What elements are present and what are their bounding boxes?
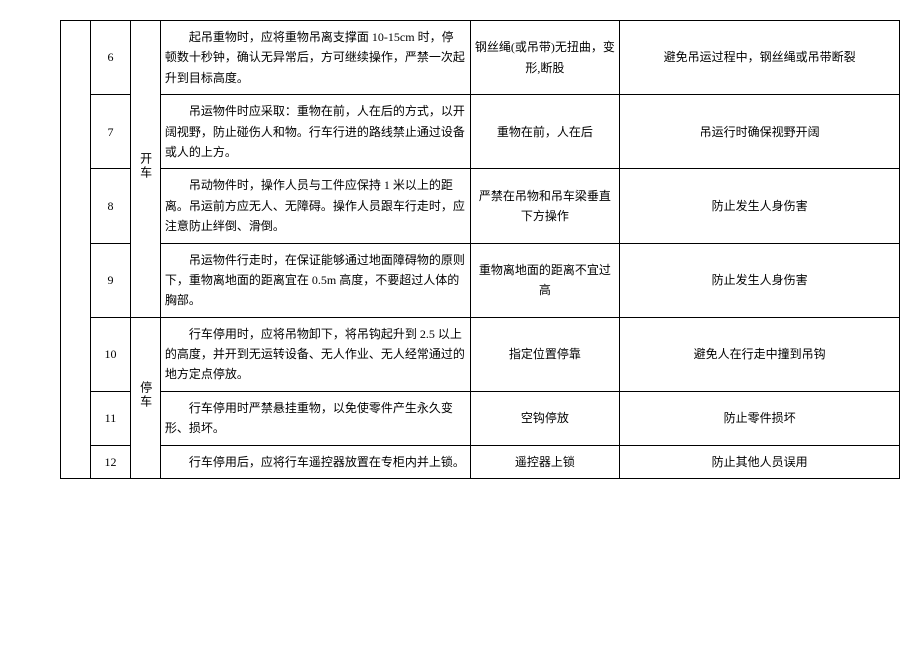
blank-column bbox=[61, 21, 91, 479]
row-number: 12 bbox=[90, 445, 130, 478]
description-text: 吊运物件行走时，在保证能够通过地面障碍物的原则下，重物离地面的距离宜在 0.5m… bbox=[165, 250, 466, 311]
reason-cell: 避免人在行走中撞到吊钩 bbox=[620, 317, 900, 391]
description-text: 行车停用时，应将吊物卸下，将吊钩起升到 2.5 以上的高度，并开到无运转设备、无… bbox=[165, 324, 466, 385]
key-point-cell: 钢丝绳(或吊带)无扭曲，变形,断股 bbox=[470, 21, 620, 95]
description-cell: 吊运物件时应采取：重物在前，人在后的方式，以开阔视野，防止碰伤人和物。行车行进的… bbox=[160, 95, 470, 169]
key-point-cell: 重物离地面的距离不宜过高 bbox=[470, 243, 620, 317]
table-row: 6 开车 起吊重物时，应将重物吊离支撑面 10-15cm 时，停顿数十秒钟，确认… bbox=[61, 21, 900, 95]
reason-cell: 避免吊运过程中，钢丝绳或吊带断裂 bbox=[620, 21, 900, 95]
row-number: 10 bbox=[90, 317, 130, 391]
description-cell: 吊运物件行走时，在保证能够通过地面障碍物的原则下，重物离地面的距离宜在 0.5m… bbox=[160, 243, 470, 317]
table-row: 8 吊动物件时，操作人员与工件应保持 1 米以上的距离。吊运前方应无人、无障碍。… bbox=[61, 169, 900, 243]
row-number: 8 bbox=[90, 169, 130, 243]
row-number: 11 bbox=[90, 391, 130, 445]
table-row: 11 行车停用时严禁悬挂重物，以免使零件产生永久变形、损坏。 空钩停放 防止零件… bbox=[61, 391, 900, 445]
table-body: 6 开车 起吊重物时，应将重物吊离支撑面 10-15cm 时，停顿数十秒钟，确认… bbox=[61, 21, 900, 479]
key-point-cell: 空钩停放 bbox=[470, 391, 620, 445]
description-cell: 行车停用后，应将行车遥控器放置在专柜内并上锁。 bbox=[160, 445, 470, 478]
description-cell: 行车停用时，应将吊物卸下，将吊钩起升到 2.5 以上的高度，并开到无运转设备、无… bbox=[160, 317, 470, 391]
row-number: 9 bbox=[90, 243, 130, 317]
reason-cell: 防止其他人员误用 bbox=[620, 445, 900, 478]
description-cell: 行车停用时严禁悬挂重物，以免使零件产生永久变形、损坏。 bbox=[160, 391, 470, 445]
table-row: 12 行车停用后，应将行车遥控器放置在专柜内并上锁。 遥控器上锁 防止其他人员误… bbox=[61, 445, 900, 478]
reason-cell: 防止发生人身伤害 bbox=[620, 243, 900, 317]
description-text: 吊动物件时，操作人员与工件应保持 1 米以上的距离。吊运前方应无人、无障碍。操作… bbox=[165, 175, 466, 236]
table-row: 9 吊运物件行走时，在保证能够通过地面障碍物的原则下，重物离地面的距离宜在 0.… bbox=[61, 243, 900, 317]
row-number: 6 bbox=[90, 21, 130, 95]
description-cell: 起吊重物时，应将重物吊离支撑面 10-15cm 时，停顿数十秒钟，确认无异常后，… bbox=[160, 21, 470, 95]
phase-label: 停车 bbox=[135, 381, 155, 409]
reason-cell: 吊运行时确保视野开阔 bbox=[620, 95, 900, 169]
key-point-cell: 重物在前，人在后 bbox=[470, 95, 620, 169]
phase-cell: 停车 bbox=[130, 317, 160, 478]
phase-cell: 开车 bbox=[130, 21, 160, 318]
reason-cell: 防止零件损坏 bbox=[620, 391, 900, 445]
key-point-cell: 遥控器上锁 bbox=[470, 445, 620, 478]
key-point-cell: 指定位置停靠 bbox=[470, 317, 620, 391]
table-row: 7 吊运物件时应采取：重物在前，人在后的方式，以开阔视野，防止碰伤人和物。行车行… bbox=[61, 95, 900, 169]
row-number: 7 bbox=[90, 95, 130, 169]
description-text: 行车停用时严禁悬挂重物，以免使零件产生永久变形、损坏。 bbox=[165, 398, 466, 439]
phase-label: 开车 bbox=[135, 152, 155, 180]
description-text: 行车停用后，应将行车遥控器放置在专柜内并上锁。 bbox=[165, 452, 466, 472]
safety-procedure-table: 6 开车 起吊重物时，应将重物吊离支撑面 10-15cm 时，停顿数十秒钟，确认… bbox=[60, 20, 900, 479]
description-cell: 吊动物件时，操作人员与工件应保持 1 米以上的距离。吊运前方应无人、无障碍。操作… bbox=[160, 169, 470, 243]
table-row: 10 停车 行车停用时，应将吊物卸下，将吊钩起升到 2.5 以上的高度，并开到无… bbox=[61, 317, 900, 391]
reason-cell: 防止发生人身伤害 bbox=[620, 169, 900, 243]
description-text: 起吊重物时，应将重物吊离支撑面 10-15cm 时，停顿数十秒钟，确认无异常后，… bbox=[165, 27, 466, 88]
key-point-cell: 严禁在吊物和吊车梁垂直下方操作 bbox=[470, 169, 620, 243]
description-text: 吊运物件时应采取：重物在前，人在后的方式，以开阔视野，防止碰伤人和物。行车行进的… bbox=[165, 101, 466, 162]
